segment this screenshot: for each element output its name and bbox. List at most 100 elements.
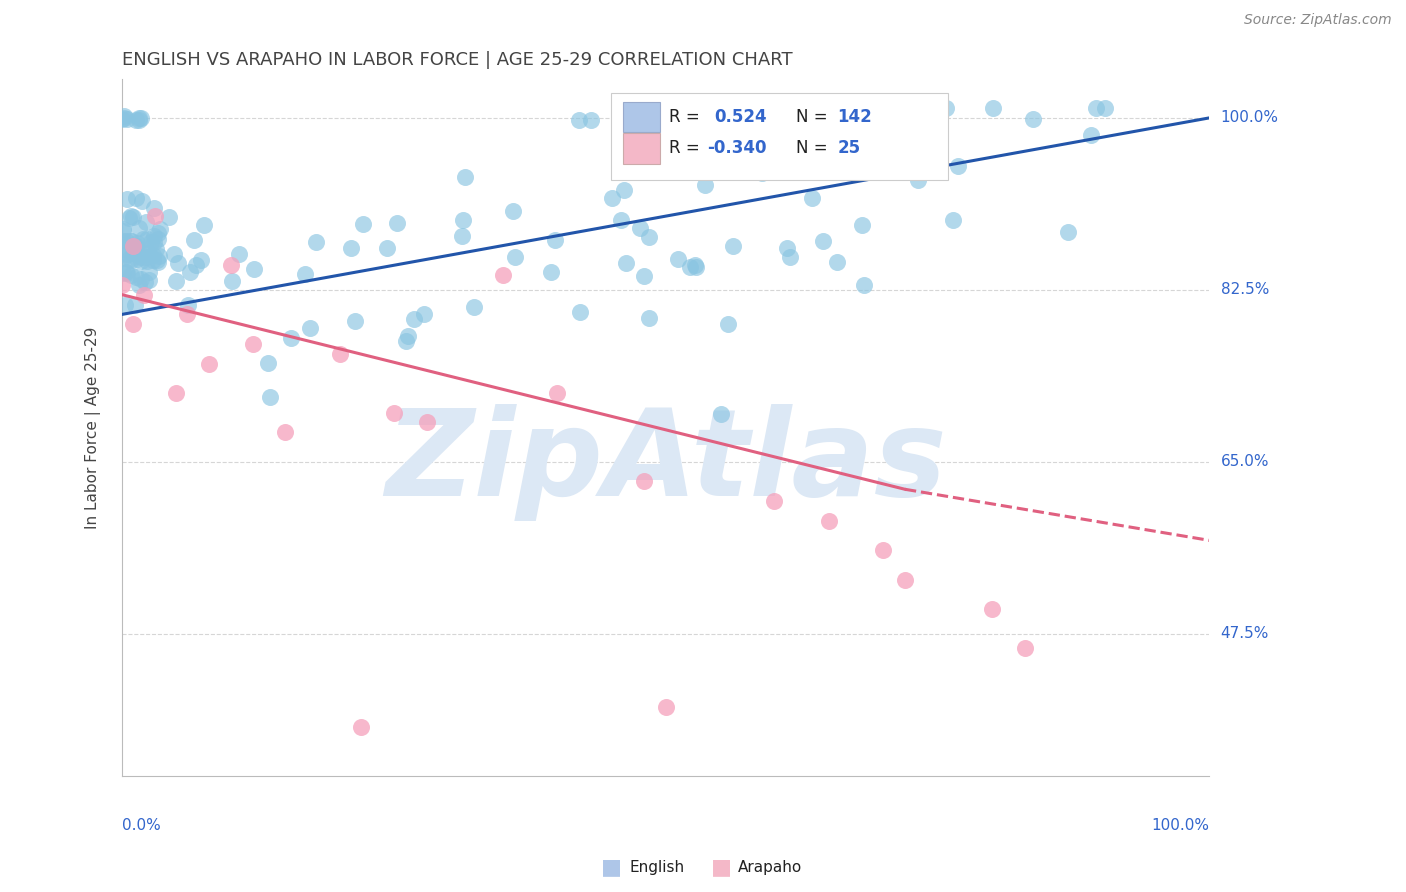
Point [112,112,135,126]
Point [129,254,152,268]
Point [120,209,142,223]
Point [852,278,875,293]
Point [157,211,180,225]
Point [1080,128,1102,142]
Text: ENGLISH VS ARAPAHO IN LABOR FORCE | AGE 25-29 CORRELATION CHART: ENGLISH VS ARAPAHO IN LABOR FORCE | AGE … [122,51,793,69]
Point [825,254,848,268]
Y-axis label: In Labor Force | Age 25-29: In Labor Force | Age 25-29 [86,326,101,529]
Point [149,221,172,235]
Point [375,241,398,255]
Point [122,243,145,257]
Point [143,229,166,244]
Point [115,266,138,280]
Point [143,201,166,215]
Point [115,247,138,261]
Point [146,232,169,246]
Point [633,475,655,489]
Point [125,252,148,267]
Point [695,120,717,135]
Point [122,246,145,260]
Point [148,227,170,241]
Point [699,143,721,157]
Point [138,246,160,260]
Point [274,425,297,440]
Point [1094,101,1116,115]
Text: R =: R = [669,108,704,126]
Point [128,112,150,127]
Point [146,253,169,268]
Point [683,258,706,272]
Point [118,211,141,225]
Point [633,268,655,283]
Point [695,178,717,193]
Point [717,317,740,331]
Point [721,239,744,253]
Point [179,265,201,279]
Text: Source: ZipAtlas.com: Source: ZipAtlas.com [1244,13,1392,28]
Point [120,252,142,267]
Text: 47.5%: 47.5% [1220,626,1268,641]
Point [935,101,957,115]
Point [454,170,477,185]
Point [569,305,592,319]
Text: 100.0%: 100.0% [1152,818,1209,833]
Point [628,220,651,235]
Point [131,194,153,208]
Point [115,234,138,248]
Point [450,229,472,244]
Point [924,101,946,115]
Point [800,191,823,205]
Point [165,275,187,289]
Point [111,242,134,256]
Point [544,233,567,247]
Point [219,258,242,272]
Point [127,236,149,251]
Point [135,215,157,229]
Point [124,297,146,311]
Point [872,543,894,558]
Text: N =: N = [796,139,834,157]
Point [118,252,141,266]
Point [145,242,167,256]
Point [111,251,134,265]
Point [718,111,741,125]
Point [120,234,142,248]
Point [124,191,146,205]
Point [666,252,689,266]
Point [946,159,969,173]
Point [610,213,633,227]
Text: 100.0%: 100.0% [1220,111,1278,126]
Point [1014,641,1036,656]
Point [128,111,150,125]
Point [451,213,474,227]
Text: N =: N = [796,108,834,126]
Point [382,406,405,420]
Point [387,216,409,230]
Point [125,239,148,253]
Point [859,150,882,164]
Text: -0.340: -0.340 [707,139,766,157]
Point [942,212,965,227]
Point [395,334,418,349]
Point [907,173,929,187]
Point [614,256,637,270]
Point [115,265,138,279]
Point [129,111,152,125]
Point [1085,101,1108,115]
Point [1057,225,1080,239]
Text: Arapaho: Arapaho [738,860,803,874]
Point [751,166,773,180]
Point [304,235,326,249]
Point [122,238,145,252]
Point [114,297,136,311]
Point [749,111,772,125]
Point [340,241,363,255]
Point [763,494,786,508]
Point [148,249,170,263]
Point [176,307,198,321]
Point [818,514,841,528]
Text: 65.0%: 65.0% [1220,454,1270,469]
Point [851,218,873,232]
Point [177,297,200,311]
Point [193,218,215,232]
